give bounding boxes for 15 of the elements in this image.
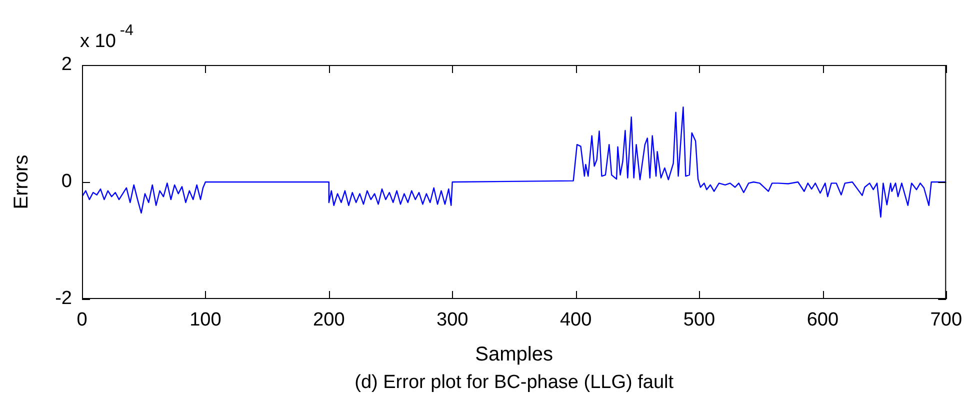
y-tick-label: 2 [61, 54, 72, 76]
y-tick-label: -2 [55, 288, 72, 310]
x-tick-label: 600 [806, 310, 839, 331]
text: (d) Error plot for BC-phase (LLG) fault [354, 372, 674, 394]
text: x 10-4 [80, 22, 134, 52]
x-tick-label: 500 [683, 310, 716, 331]
x-tick-label: 0 [76, 310, 88, 331]
x-tick-label: 400 [560, 310, 592, 331]
x-axis-title: Samples [475, 344, 553, 366]
y-axis-title: Errors [10, 154, 33, 210]
x-tick-label: 100 [190, 310, 222, 331]
y-tick-label: 0 [61, 171, 72, 192]
x-tick-label: 700 [930, 310, 962, 331]
x-tick-label: 300 [436, 310, 468, 331]
x-tick-label: 200 [313, 310, 345, 331]
